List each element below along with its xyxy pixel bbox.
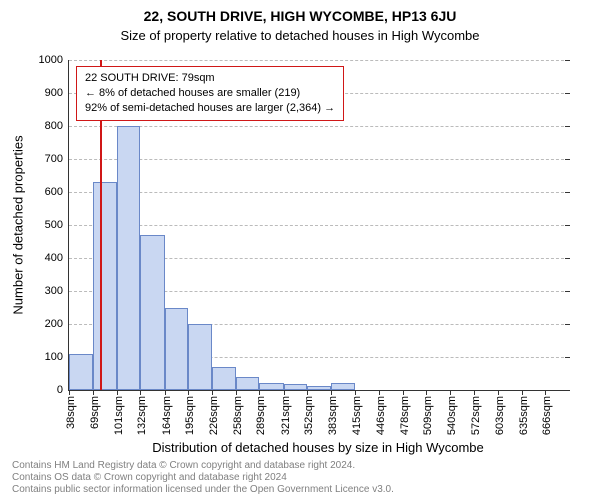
y-tick-label: 300 — [45, 285, 69, 297]
footer-line-1: Contains HM Land Registry data © Crown c… — [12, 460, 355, 471]
x-tick-label: 383sqm — [327, 396, 339, 435]
y-tick-label: 100 — [45, 351, 69, 363]
footer-line-3: Contains public sector information licen… — [12, 484, 394, 495]
x-tick-label: 38sqm — [65, 396, 77, 429]
x-tick-label: 321sqm — [280, 396, 292, 435]
histogram-bar — [212, 367, 236, 390]
y-tick-mark — [565, 192, 570, 193]
y-tick-label: 1000 — [39, 54, 69, 66]
x-tick-label: 635sqm — [518, 396, 530, 435]
x-tick-label: 415sqm — [351, 396, 363, 435]
x-tick-label: 478sqm — [399, 396, 411, 435]
x-tick-label: 164sqm — [161, 396, 173, 435]
y-tick-mark — [565, 126, 570, 127]
x-tick-mark — [545, 390, 546, 395]
page-title-1: 22, SOUTH DRIVE, HIGH WYCOMBE, HP13 6JU — [0, 8, 600, 24]
x-tick-mark — [426, 390, 427, 395]
y-tick-label: 400 — [45, 252, 69, 264]
y-tick-label: 200 — [45, 318, 69, 330]
histogram-bar — [307, 386, 331, 390]
footer-line-2: Contains OS data © Crown copyright and d… — [12, 472, 287, 483]
y-tick-mark — [565, 159, 570, 160]
legend-line: 22 SOUTH DRIVE: 79sqm — [85, 71, 335, 86]
x-axis-label: Distribution of detached houses by size … — [152, 440, 484, 455]
histogram-bar — [140, 235, 164, 390]
histogram-bar — [69, 354, 93, 390]
x-tick-mark — [69, 390, 70, 395]
x-tick-label: 666sqm — [541, 396, 553, 435]
gridline — [69, 126, 569, 127]
y-tick-label: 0 — [57, 384, 69, 396]
histogram-bar — [284, 384, 308, 390]
y-tick-mark — [565, 291, 570, 292]
x-tick-label: 289sqm — [255, 396, 267, 435]
x-tick-mark — [474, 390, 475, 395]
x-tick-label: 258sqm — [232, 396, 244, 435]
histogram-bar — [236, 377, 260, 390]
y-tick-label: 500 — [45, 219, 69, 231]
gridline — [69, 225, 569, 226]
histogram-bar — [331, 383, 355, 390]
x-tick-label: 226sqm — [208, 396, 220, 435]
x-tick-mark — [93, 390, 94, 395]
x-tick-label: 446sqm — [375, 396, 387, 435]
x-tick-label: 132sqm — [136, 396, 148, 435]
x-tick-mark — [284, 390, 285, 395]
histogram-bar — [259, 383, 283, 390]
chart-container: 22, SOUTH DRIVE, HIGH WYCOMBE, HP13 6JU … — [0, 0, 600, 500]
x-tick-label: 101sqm — [113, 396, 125, 435]
legend-line: ← 8% of detached houses are smaller (219… — [85, 86, 335, 101]
y-tick-mark — [565, 324, 570, 325]
histogram-bar — [117, 126, 141, 390]
x-tick-label: 352sqm — [303, 396, 315, 435]
histogram-bar — [93, 182, 117, 390]
x-tick-mark — [259, 390, 260, 395]
x-tick-mark — [379, 390, 380, 395]
y-tick-mark — [565, 390, 570, 391]
y-tick-label: 700 — [45, 153, 69, 165]
x-tick-mark — [307, 390, 308, 395]
x-tick-mark — [522, 390, 523, 395]
x-tick-mark — [498, 390, 499, 395]
x-tick-mark — [355, 390, 356, 395]
x-tick-mark — [450, 390, 451, 395]
y-tick-mark — [565, 258, 570, 259]
y-axis-label: Number of detached properties — [11, 135, 26, 314]
page-title-2: Size of property relative to detached ho… — [0, 28, 600, 43]
y-tick-mark — [565, 225, 570, 226]
gridline — [69, 60, 569, 61]
gridline — [69, 192, 569, 193]
x-tick-mark — [236, 390, 237, 395]
y-tick-label: 600 — [45, 186, 69, 198]
legend-box: 22 SOUTH DRIVE: 79sqm← 8% of detached ho… — [76, 66, 344, 121]
x-tick-mark — [140, 390, 141, 395]
x-tick-label: 572sqm — [470, 396, 482, 435]
y-tick-mark — [565, 60, 570, 61]
y-tick-label: 900 — [45, 87, 69, 99]
x-tick-mark — [212, 390, 213, 395]
x-tick-mark — [117, 390, 118, 395]
histogram-bar — [165, 308, 189, 391]
x-tick-label: 195sqm — [184, 396, 196, 435]
x-tick-mark — [188, 390, 189, 395]
y-tick-mark — [565, 357, 570, 358]
gridline — [69, 159, 569, 160]
x-tick-label: 603sqm — [494, 396, 506, 435]
histogram-bar — [188, 324, 212, 390]
x-tick-mark — [331, 390, 332, 395]
x-tick-label: 540sqm — [446, 396, 458, 435]
x-tick-mark — [165, 390, 166, 395]
legend-line: 92% of semi-detached houses are larger (… — [85, 101, 335, 116]
x-tick-mark — [403, 390, 404, 395]
x-tick-label: 69sqm — [89, 396, 101, 429]
x-tick-label: 509sqm — [422, 396, 434, 435]
y-tick-label: 800 — [45, 120, 69, 132]
y-tick-mark — [565, 93, 570, 94]
